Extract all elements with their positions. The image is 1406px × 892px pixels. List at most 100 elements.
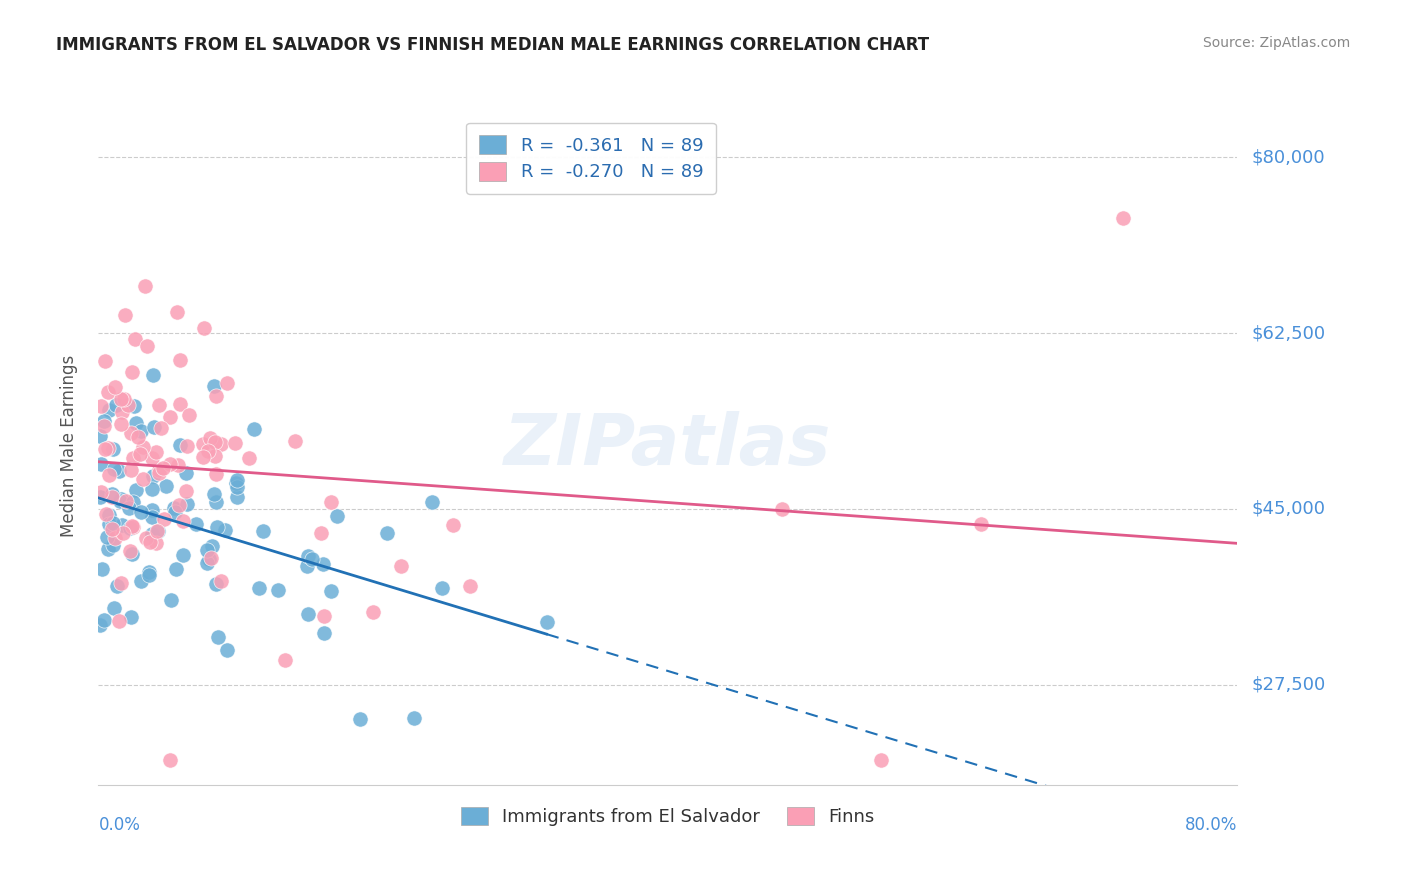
Point bbox=[205, 520, 228, 534]
Point bbox=[420, 495, 443, 509]
Point bbox=[870, 753, 893, 767]
Point bbox=[121, 450, 143, 465]
Point bbox=[159, 410, 181, 425]
Point bbox=[89, 429, 111, 443]
Point bbox=[135, 531, 157, 545]
Point bbox=[321, 584, 343, 599]
Point bbox=[152, 461, 174, 475]
Point bbox=[142, 368, 165, 382]
Point bbox=[326, 509, 349, 524]
Point bbox=[209, 574, 232, 588]
Point bbox=[153, 512, 176, 526]
Point bbox=[195, 543, 218, 558]
Point bbox=[138, 565, 160, 579]
Point bbox=[311, 557, 333, 571]
Point bbox=[1112, 211, 1135, 225]
Point bbox=[97, 468, 120, 483]
Point bbox=[97, 542, 120, 557]
Point bbox=[770, 501, 793, 516]
Point bbox=[90, 484, 112, 499]
Point bbox=[120, 463, 142, 477]
Point bbox=[141, 503, 163, 517]
Point bbox=[314, 608, 336, 623]
Point bbox=[108, 614, 131, 628]
Point bbox=[129, 424, 152, 438]
Text: 0.0%: 0.0% bbox=[98, 815, 141, 833]
Point bbox=[204, 434, 226, 449]
Point bbox=[90, 399, 112, 413]
Point bbox=[297, 549, 319, 563]
Point bbox=[93, 614, 115, 628]
Point bbox=[139, 534, 162, 549]
Point bbox=[163, 500, 186, 515]
Point bbox=[124, 399, 146, 413]
Point bbox=[148, 463, 170, 477]
Point bbox=[176, 484, 198, 499]
Point bbox=[169, 352, 191, 367]
Point bbox=[145, 444, 167, 458]
Point bbox=[214, 523, 236, 537]
Point bbox=[167, 458, 190, 472]
Point bbox=[198, 431, 221, 445]
Point bbox=[103, 516, 125, 530]
Point bbox=[110, 576, 132, 591]
Point bbox=[155, 479, 177, 493]
Point bbox=[141, 451, 163, 466]
Point bbox=[136, 338, 159, 352]
Point bbox=[200, 550, 222, 565]
Point bbox=[226, 473, 249, 487]
Point bbox=[207, 630, 229, 644]
Point bbox=[225, 490, 247, 504]
Point bbox=[193, 450, 215, 465]
Point bbox=[297, 607, 319, 621]
Point bbox=[110, 417, 132, 431]
Point bbox=[301, 551, 323, 566]
Point bbox=[217, 642, 239, 657]
Point bbox=[204, 449, 226, 463]
Point bbox=[105, 398, 128, 412]
Point bbox=[128, 447, 150, 461]
Point bbox=[172, 548, 194, 562]
Point bbox=[148, 466, 170, 480]
Point bbox=[145, 536, 167, 550]
Point bbox=[167, 499, 190, 513]
Point bbox=[141, 483, 163, 497]
Point bbox=[93, 413, 115, 427]
Point bbox=[118, 521, 141, 535]
Point bbox=[125, 417, 148, 431]
Point bbox=[159, 457, 181, 471]
Point bbox=[110, 492, 132, 507]
Point bbox=[159, 593, 181, 607]
Point bbox=[103, 462, 125, 476]
Point bbox=[295, 559, 318, 574]
Point bbox=[114, 308, 136, 322]
Point bbox=[191, 437, 214, 451]
Point bbox=[94, 353, 117, 368]
Point bbox=[132, 472, 155, 486]
Point bbox=[110, 494, 132, 508]
Point bbox=[319, 495, 342, 509]
Point bbox=[238, 450, 260, 465]
Point bbox=[252, 524, 274, 539]
Point bbox=[94, 507, 117, 521]
Point bbox=[141, 527, 163, 541]
Point bbox=[127, 430, 149, 444]
Point bbox=[536, 615, 558, 629]
Point bbox=[101, 491, 124, 505]
Point bbox=[90, 458, 112, 472]
Point bbox=[205, 577, 228, 591]
Point bbox=[124, 332, 146, 346]
Point bbox=[146, 524, 169, 538]
Point bbox=[120, 426, 142, 441]
Point bbox=[121, 547, 143, 561]
Point bbox=[110, 392, 132, 406]
Point bbox=[224, 436, 246, 450]
Point bbox=[125, 483, 148, 497]
Point bbox=[138, 567, 160, 582]
Point bbox=[176, 497, 198, 511]
Point bbox=[142, 469, 165, 483]
Point bbox=[273, 653, 295, 667]
Point bbox=[103, 538, 125, 552]
Point bbox=[115, 494, 138, 508]
Point bbox=[132, 440, 155, 454]
